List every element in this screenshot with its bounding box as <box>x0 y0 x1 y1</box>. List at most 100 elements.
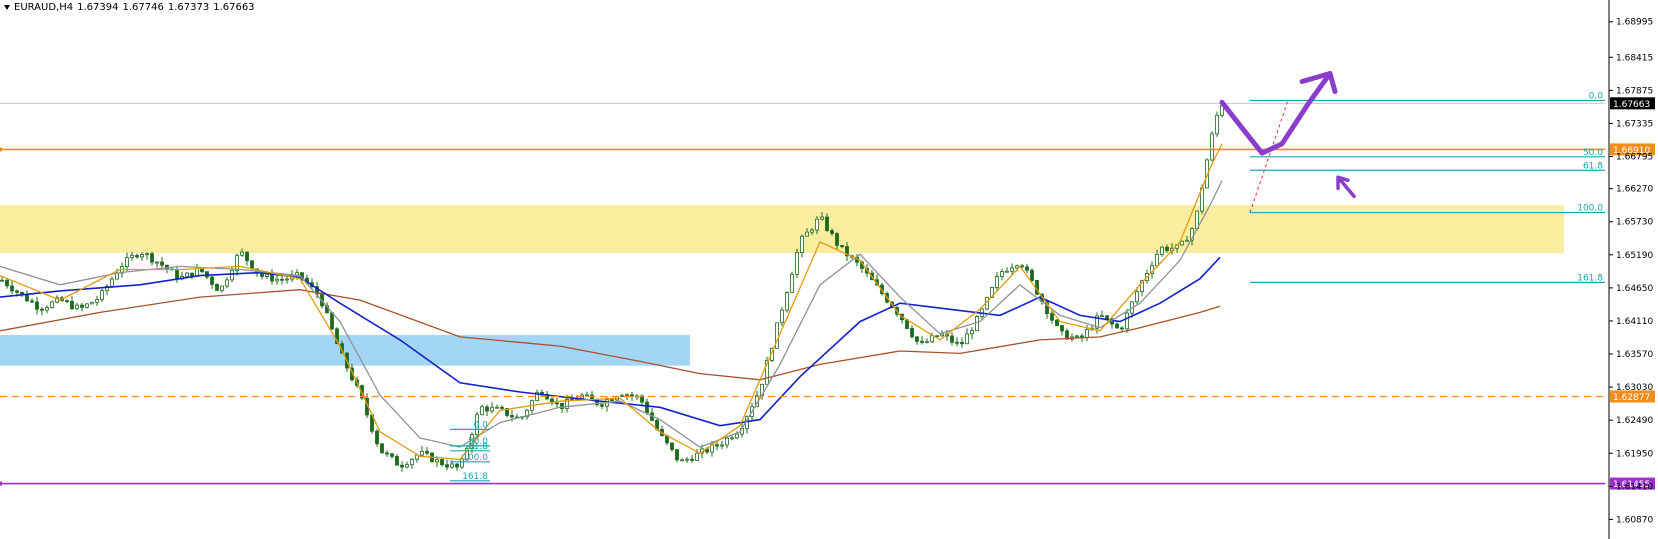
candle-205 <box>1025 263 1029 274</box>
candle-body <box>75 304 79 310</box>
candle-135 <box>675 449 679 463</box>
candle-194 <box>970 327 974 340</box>
candle-body <box>1030 269 1034 281</box>
drawing-arrowhead <box>1299 71 1338 94</box>
candle-28 <box>140 252 144 261</box>
candle-201 <box>1005 267 1009 273</box>
candle-body <box>175 269 179 280</box>
candle-183 <box>915 336 919 345</box>
candle-21 <box>105 283 109 296</box>
fib-main-connector <box>1249 100 1289 213</box>
candle-144 <box>720 440 724 450</box>
candle-13 <box>65 298 69 304</box>
candle-body <box>670 442 674 450</box>
candle-57 <box>285 276 289 284</box>
candle-180 <box>900 313 904 324</box>
candle-105 <box>525 408 529 420</box>
candle-body <box>1095 315 1099 329</box>
candle-body <box>685 458 689 461</box>
candle-body <box>395 456 399 466</box>
candle-1 <box>5 277 9 289</box>
drawing-small-arrow <box>1336 175 1356 199</box>
candle-164 <box>820 212 824 221</box>
drawing-layer <box>1219 71 1356 199</box>
ma-orange <box>0 143 1223 461</box>
candle-202 <box>1010 263 1014 275</box>
candle-237 <box>1185 235 1189 242</box>
drawing-path <box>1219 71 1333 156</box>
price-tag-bg <box>1610 143 1655 156</box>
candle-body <box>725 437 729 446</box>
candle-body <box>330 312 334 330</box>
candle-157 <box>785 291 789 313</box>
candle-158 <box>790 271 794 293</box>
candle-body <box>720 444 724 447</box>
candle-18 <box>90 301 94 305</box>
candle-body <box>1140 280 1144 293</box>
candle-88 <box>440 457 444 467</box>
candle-body <box>510 415 514 418</box>
candle-body <box>1125 312 1129 330</box>
candle-body <box>185 272 189 277</box>
candle-body <box>495 406 499 409</box>
candle-body <box>1015 265 1019 269</box>
candle-body <box>450 463 454 468</box>
candle-body <box>500 406 504 409</box>
candle-body <box>910 328 914 338</box>
candle-body <box>470 434 474 449</box>
candle-body <box>270 273 274 282</box>
candle-6 <box>30 298 34 303</box>
axis-tick-label: 1.60870 <box>1616 515 1653 525</box>
candle-body <box>10 285 14 292</box>
candle-body <box>280 278 284 281</box>
candle-199 <box>995 272 999 292</box>
fib-main-label-61.8: 61.8 <box>1583 161 1603 171</box>
candle-body <box>135 255 139 258</box>
high-value: 1.67746 <box>122 2 164 13</box>
candle-body <box>1060 325 1064 332</box>
candle-76 <box>380 443 384 454</box>
fib-small-label-0.0: 0.0 <box>474 420 489 430</box>
fib-small-label-61.8: 61.8 <box>468 442 488 452</box>
candle-body <box>1120 327 1124 330</box>
candle-49 <box>245 251 249 266</box>
candle-94 <box>470 432 474 453</box>
candle-95 <box>475 411 479 438</box>
candle-body <box>225 279 229 287</box>
candle-body <box>250 260 254 270</box>
candle-body <box>815 218 819 231</box>
candle-body <box>405 464 409 468</box>
candle-body <box>420 450 424 456</box>
candle-42 <box>210 275 214 289</box>
candle-body <box>70 300 74 310</box>
candle-body <box>460 458 464 468</box>
fib-main-label-50.0: 50.0 <box>1583 148 1603 158</box>
candle-99 <box>495 404 499 409</box>
support-purple-handle <box>0 481 2 486</box>
price-tag-bg <box>1610 477 1655 490</box>
axis-tick-label: 1.68415 <box>1616 53 1653 63</box>
candle-body <box>145 253 149 256</box>
candle-body <box>565 398 569 409</box>
axis-tick-label: 1.64650 <box>1616 284 1653 294</box>
candle-body <box>215 283 219 291</box>
candle-body <box>440 459 444 466</box>
candle-body <box>1025 266 1029 271</box>
collapse-triangle-icon[interactable] <box>4 4 10 10</box>
candle-161 <box>805 228 809 237</box>
current-price-tag: 1.67663 <box>1610 97 1655 110</box>
candle-body <box>560 402 564 409</box>
candle-body <box>620 395 624 397</box>
candle-body <box>45 307 49 311</box>
candle-190 <box>950 332 954 346</box>
candle-193 <box>965 328 969 345</box>
candle-body <box>1215 114 1219 135</box>
candle-98 <box>490 402 494 414</box>
candle-160 <box>800 234 804 258</box>
candle-97 <box>485 404 489 417</box>
candle-body <box>435 459 439 463</box>
candle-32 <box>160 257 164 269</box>
candle-200 <box>1000 268 1004 281</box>
candle-body <box>480 406 484 416</box>
